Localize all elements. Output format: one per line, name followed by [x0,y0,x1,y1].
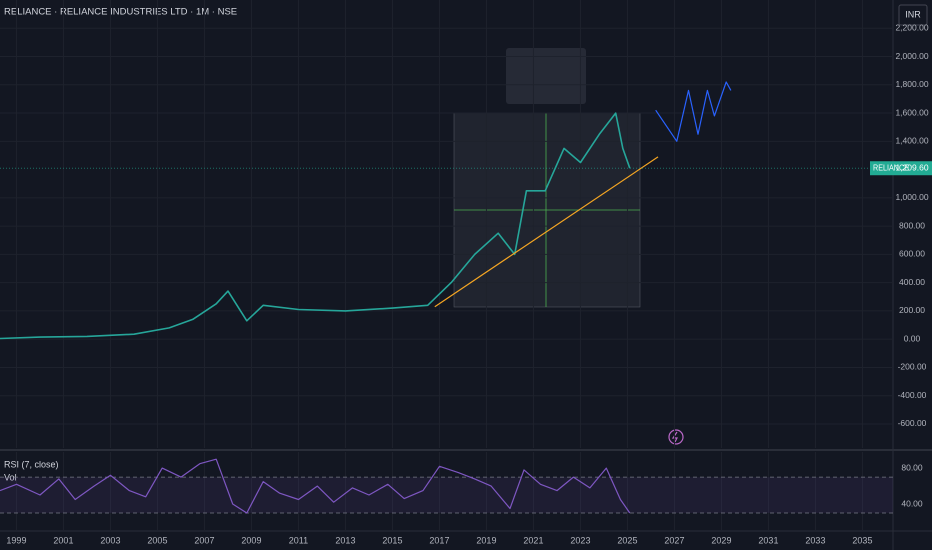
x-tick-label: 2027 [664,535,684,545]
x-tick-label: 2009 [241,535,261,545]
y-tick-label: 1,800.00 [895,79,928,89]
x-tick-label: 1999 [6,535,26,545]
y-tick-label: -600.00 [898,418,927,428]
y-tick-label: 2,200.00 [895,23,928,33]
x-tick-label: 2015 [382,535,402,545]
symbol-label: RELIANCE [873,163,909,172]
x-tick-label: 2017 [429,535,449,545]
currency-label: INR [905,9,921,19]
y-tick-label: -400.00 [898,390,927,400]
x-tick-label: 2025 [617,535,637,545]
series-line [0,458,631,514]
x-tick-label: 2035 [852,535,872,545]
rsi-label: RSI (7, close) [4,459,59,469]
x-tick-label: 2005 [147,535,167,545]
x-tick-label: 2029 [711,535,731,545]
y-tick-label: 1,600.00 [895,107,928,117]
y-tick-label: 400.00 [899,277,925,287]
currency-box[interactable] [898,4,928,26]
y-tick-label: 2,000.00 [895,51,928,61]
event-icon-bolt [671,431,678,443]
symbol-tag [870,161,893,176]
y-tick-label: 1,000.00 [895,192,928,202]
x-tick-label: 2031 [758,535,778,545]
y-tick-label: 600.00 [899,249,925,259]
x-tick-label: 2011 [289,535,308,545]
y-tick-label: 40.00 [901,498,923,508]
y-tick-label: 800.00 [899,220,925,230]
x-tick-label: 2023 [570,535,590,545]
y-tick-label: 80.00 [901,462,923,472]
measure-tooltip [506,48,586,104]
x-tick-label: 2001 [53,535,73,545]
series-line [0,112,631,340]
x-tick-label: 2007 [194,535,214,545]
rsi-band-fill [0,477,893,513]
x-tick-label: 2021 [523,535,543,545]
last-price-label: 1,209.60 [895,162,928,172]
series-line [655,81,732,142]
x-tick-label: 2003 [100,535,120,545]
event-icon[interactable] [668,429,684,445]
y-tick-label: 200.00 [899,305,925,315]
y-tick-label: 1,400.00 [895,136,928,146]
series-line [434,156,659,308]
last-price-tag [893,161,932,176]
chart-title: RELIANCE · RELIANCE INDUSTRIES LTD · 1M … [4,7,237,18]
y-tick-label: 0.00 [904,333,921,343]
x-tick-label: 2019 [476,535,496,545]
x-tick-label: 2013 [335,535,355,545]
x-tick-label: 2033 [805,535,825,545]
y-tick-label: -200.00 [898,362,927,372]
